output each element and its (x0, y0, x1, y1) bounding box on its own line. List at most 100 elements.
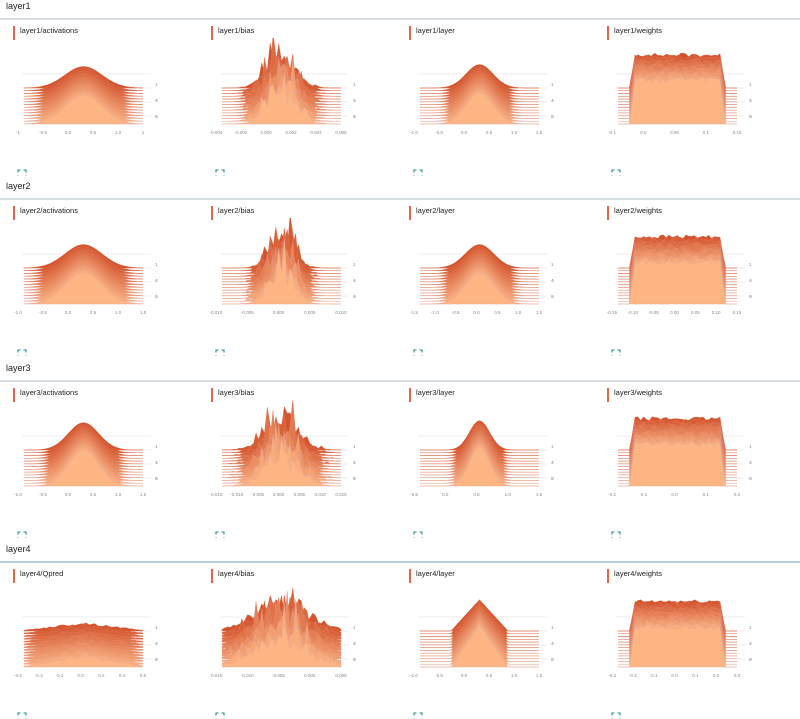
x-tick-label: 1.5 (536, 130, 543, 135)
expand-icon[interactable] (413, 709, 423, 719)
offset-tick-label: 1 (353, 82, 356, 87)
offset-tick-label: 80 (749, 294, 752, 299)
x-tick-label: 0.0 (671, 673, 678, 678)
section-header-layer2[interactable]: layer2 (0, 180, 800, 200)
histogram-chart: 1 40 80 -0.004 -0.002 0.000 0.002 0.004 0.006 (210, 38, 356, 135)
histogram-slice (221, 241, 342, 288)
histogram-slice (221, 437, 342, 487)
x-tick-label: 1.0 (515, 310, 522, 315)
offset-tick-label: 40 (551, 460, 554, 465)
expand-icon[interactable] (17, 709, 27, 719)
card-title: layer4/weights (607, 569, 662, 583)
card-title: layer3/weights (607, 388, 662, 402)
card-title: layer1/layer (409, 26, 455, 40)
x-tick-label: -0.5 (39, 492, 47, 497)
offset-tick-label: 40 (155, 278, 158, 283)
x-tick-label: 0.5 (473, 492, 480, 497)
expand-icon[interactable] (215, 166, 225, 176)
x-tick-label: 0.1 (692, 673, 699, 678)
x-tick-label: 0.0 (65, 310, 72, 315)
expand-icon[interactable] (611, 166, 621, 176)
expand-icon[interactable] (17, 166, 27, 176)
x-tick-label: 0.5 (90, 492, 97, 497)
expand-icon[interactable] (215, 346, 225, 356)
offset-tick-label: 80 (353, 294, 356, 299)
x-tick-label: 0.002 (285, 130, 297, 135)
x-tick-label: 0.010 (315, 492, 327, 497)
x-tick-label: 1.0 (115, 492, 122, 497)
offset-tick-label: 40 (749, 98, 752, 103)
x-tick-label: -0.5 (452, 310, 460, 315)
x-tick-label: 0.004 (310, 130, 322, 135)
offset-tick-label: 1 (749, 444, 752, 449)
offset-tick-label: 40 (155, 641, 158, 646)
expand-icon[interactable] (413, 528, 423, 538)
section-header-layer1[interactable]: layer1 (0, 0, 800, 20)
x-tick-label: -0.1 (650, 673, 658, 678)
offset-tick-label: 80 (155, 476, 158, 481)
histogram-chart: 1 40 80 -0.015 -0.010 -0.005 0.000 0.005 0.010 0.… (210, 400, 356, 497)
section-header-layer4[interactable]: layer4 (0, 543, 800, 563)
section-header-layer3[interactable]: layer3 (0, 362, 800, 382)
x-tick-label: -0.010 (241, 673, 254, 678)
histogram-card: layer3/activations 1 40 80 -1.0 -0.5 0.0 0.5 1.0… (8, 388, 198, 538)
offset-tick-label: 80 (155, 294, 158, 299)
expand-icon[interactable] (413, 166, 423, 176)
x-tick-label: -1.0 (14, 492, 22, 497)
x-tick-label: 0.005 (304, 310, 316, 315)
offset-tick-label: 40 (551, 641, 554, 646)
x-tick-label: 0.3 (734, 673, 741, 678)
card-title: layer3/activations (13, 388, 78, 402)
histogram-slice (222, 72, 341, 125)
histogram-slice (24, 449, 143, 487)
x-tick-label: 1.5 (536, 673, 543, 678)
x-tick-label: -0.4 (35, 673, 43, 678)
offset-tick-label: 1 (155, 444, 158, 449)
offset-tick-label: 1 (551, 262, 554, 267)
offset-tick-label: 40 (749, 278, 752, 283)
x-tick-label: -0.15 (607, 310, 618, 315)
x-tick-label: -0.010 (210, 310, 223, 315)
card-title: layer4/bias (211, 569, 254, 583)
offset-tick-label: 1 (353, 444, 356, 449)
x-tick-label: 0.15 (733, 130, 742, 135)
expand-icon[interactable] (215, 528, 225, 538)
x-tick-label: 0.015 (335, 492, 347, 497)
expand-icon[interactable] (611, 346, 621, 356)
offset-tick-label: 80 (749, 657, 752, 662)
histogram-card: layer4/layer 1 40 80 -1.0 -0.5 0.0 0.5 1.0 1.5 (404, 569, 594, 719)
x-tick-label: 1.5 (140, 492, 147, 497)
histogram-chart: 1 40 80 -1.0 -0.5 0.0 0.5 1.0 1.5 (410, 599, 554, 678)
expand-icon[interactable] (611, 709, 621, 719)
histogram-slice (420, 272, 539, 305)
histogram-slice (618, 77, 737, 125)
x-tick-label: 1.5 (536, 492, 543, 497)
expand-icon[interactable] (17, 346, 27, 356)
x-tick-label: 0.5 (90, 130, 97, 135)
expand-icon[interactable] (611, 528, 621, 538)
x-tick-label: 0.010 (335, 310, 347, 315)
expand-icon[interactable] (215, 709, 225, 719)
histogram-card: layer1/layer 1 40 80 -1.0 -0.5 0.0 0.5 1.0 1.5 (404, 26, 594, 176)
offset-tick-label: 80 (551, 114, 554, 119)
histogram-card: layer3/bias 1 40 80 -0.015 -0.010 -0.005 0.000 0… (206, 388, 396, 538)
histogram-chart: 1 40 80 -1.0 -0.5 0.0 0.5 1.0 1.5 (14, 244, 158, 315)
x-tick-label: -0.5 (39, 130, 47, 135)
x-tick-label: -0.5 (410, 492, 418, 497)
x-tick-label: -1.5 (410, 310, 418, 315)
expand-icon[interactable] (413, 346, 423, 356)
histogram-slice (618, 259, 737, 305)
offset-tick-label: 40 (155, 98, 158, 103)
x-tick-label: 1.5 (140, 310, 147, 315)
x-tick-label: 1.0 (115, 310, 122, 315)
card-title: layer2/bias (211, 206, 254, 220)
offset-tick-label: 80 (749, 114, 752, 119)
expand-icon[interactable] (17, 528, 27, 538)
card-title: layer1/weights (607, 26, 662, 40)
x-tick-label: -0.1 (639, 492, 647, 497)
x-tick-label: 0.000 (260, 130, 272, 135)
card-title: layer3/bias (211, 388, 254, 402)
x-tick-label: -0.6 (14, 673, 22, 678)
offset-tick-label: 40 (551, 98, 554, 103)
